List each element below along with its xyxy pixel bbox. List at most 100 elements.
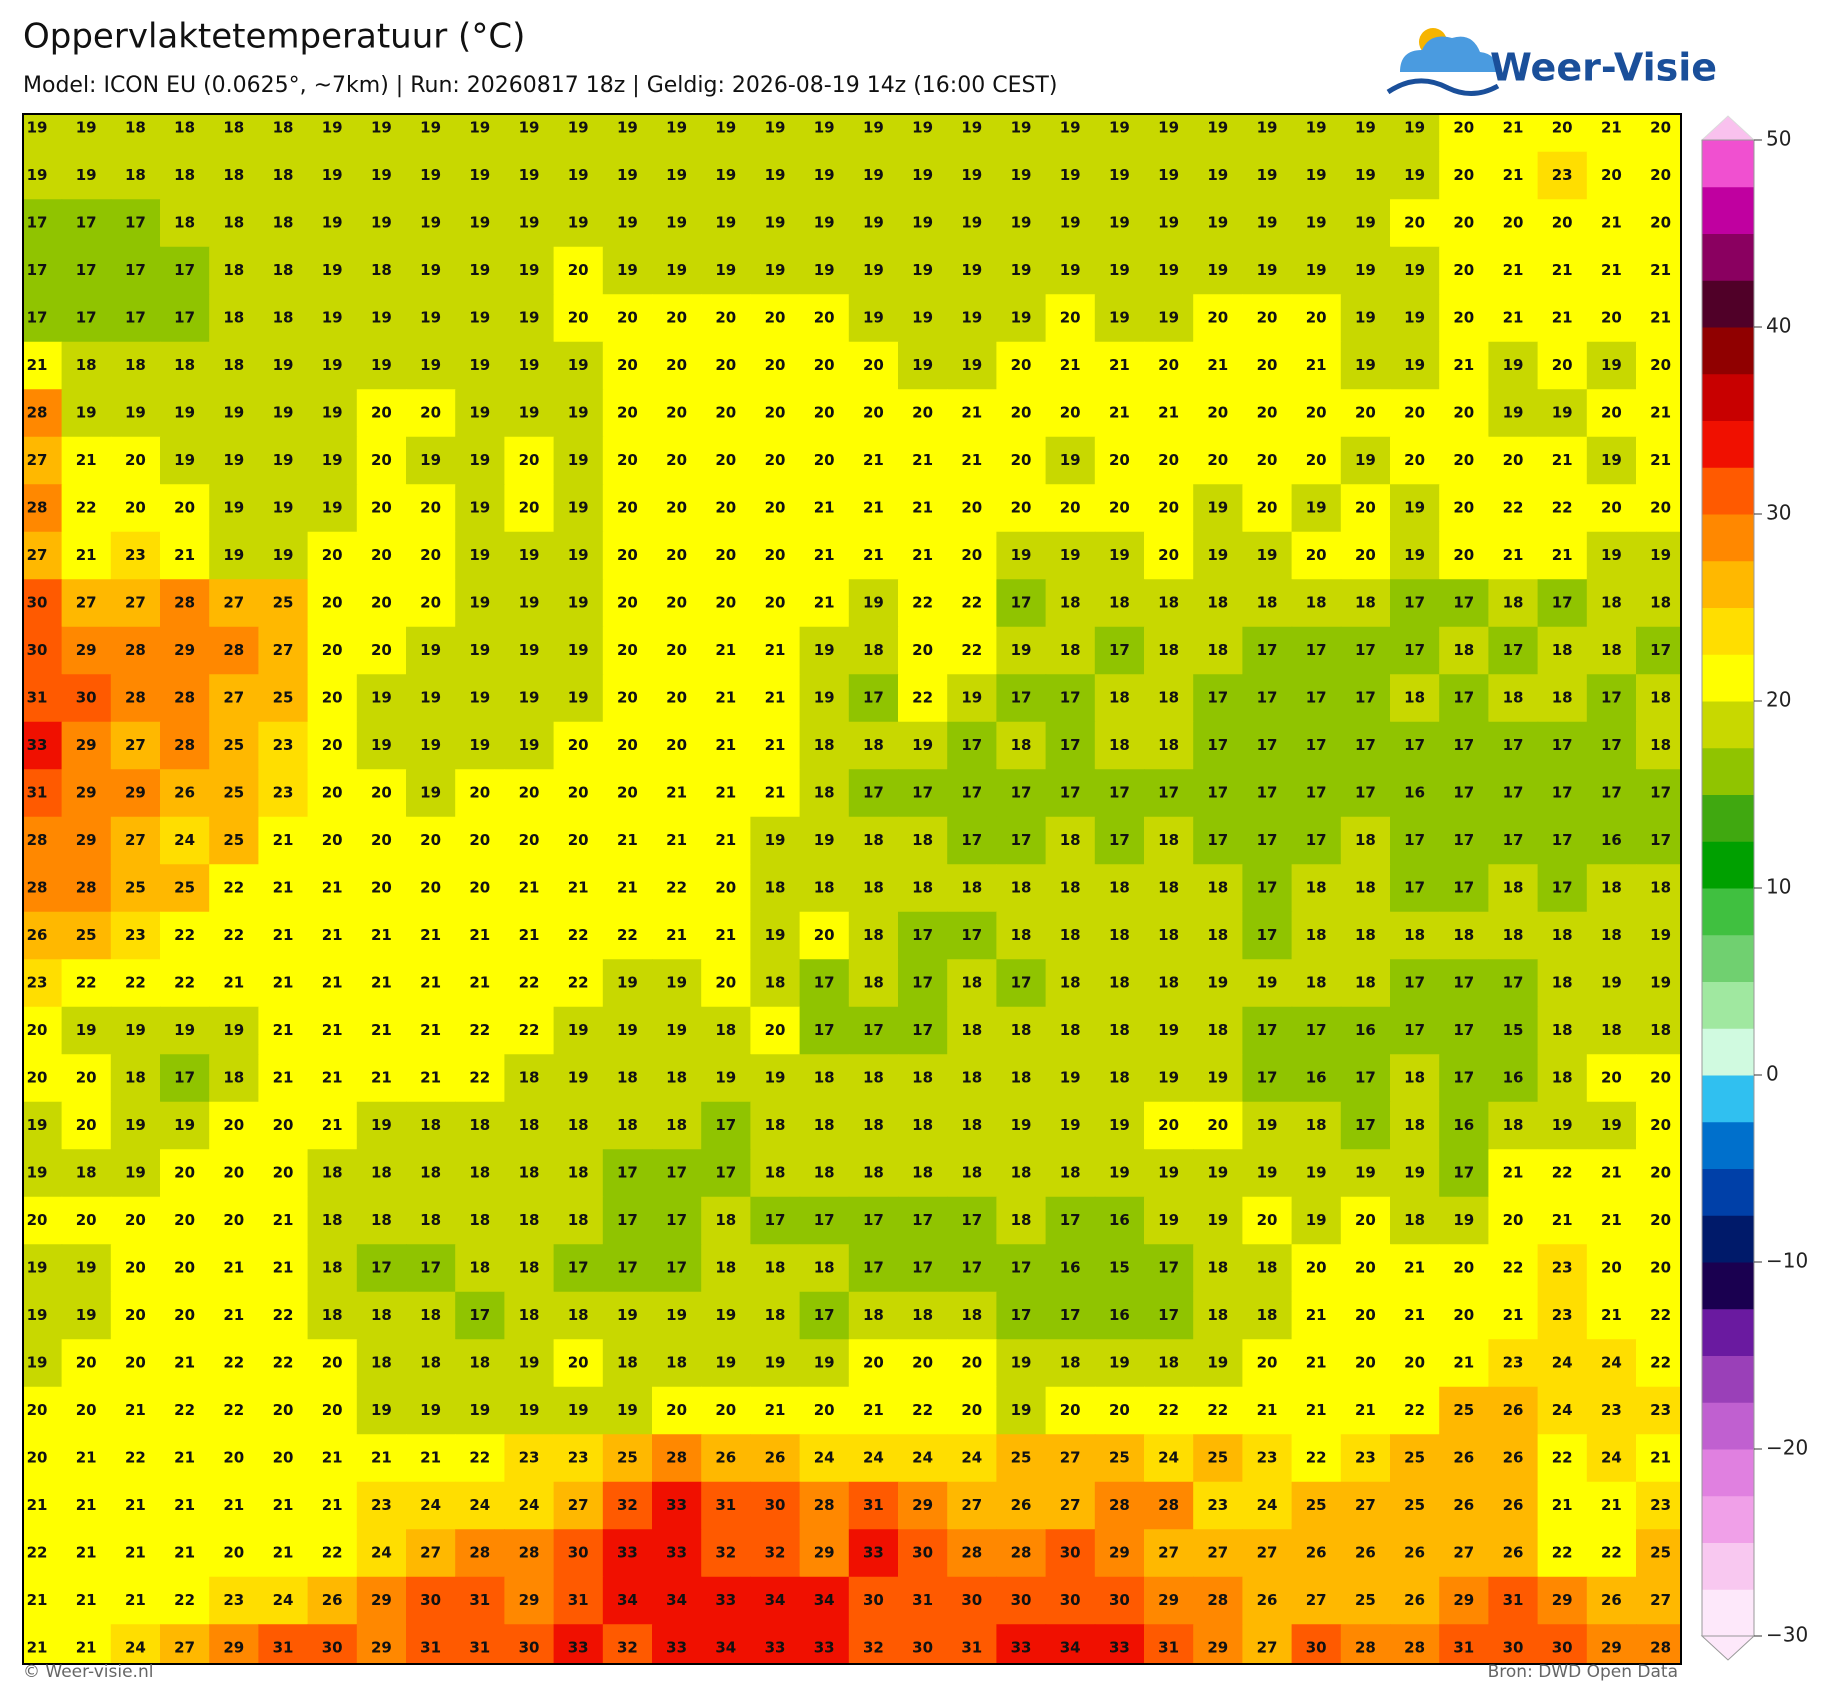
cell <box>406 1244 456 1293</box>
cell <box>849 1672 899 1681</box>
cell <box>504 769 555 818</box>
cell-label: 19 <box>1060 166 1081 184</box>
cell <box>898 911 948 960</box>
cell-label: 19 <box>371 309 392 327</box>
cell-label: 18 <box>125 1069 146 1087</box>
cell-label: 23 <box>1207 1496 1228 1514</box>
cell <box>1488 114 1539 153</box>
cell-label: 21 <box>125 1401 146 1419</box>
cell <box>209 911 259 960</box>
cell <box>23 199 63 248</box>
cell-label: 33 <box>27 736 48 754</box>
cell <box>1242 294 1293 343</box>
cell-label: 18 <box>1650 1021 1671 1039</box>
cell <box>1046 1672 1096 1681</box>
cell <box>455 341 505 390</box>
cell-label: 17 <box>1650 784 1671 802</box>
cell-label: 20 <box>519 451 540 469</box>
cell <box>1144 246 1194 295</box>
cell-label: 17 <box>1355 1116 1376 1134</box>
cell-label: 19 <box>1552 404 1573 422</box>
cell-label: 17 <box>1207 689 1228 707</box>
cell <box>23 436 63 485</box>
cell-label: 18 <box>765 1306 786 1324</box>
cell <box>602 1006 653 1055</box>
cell <box>553 151 604 200</box>
cell-label: 21 <box>1109 356 1130 374</box>
cell-label: 22 <box>469 1021 490 1039</box>
cell <box>1390 151 1440 200</box>
cell <box>307 864 358 913</box>
cell-label: 22 <box>174 974 195 992</box>
cell-label: 22 <box>912 594 933 612</box>
cell-label: 27 <box>125 736 146 754</box>
cell <box>848 721 899 770</box>
cell-label: 17 <box>1011 784 1032 802</box>
cell <box>307 114 358 153</box>
cell-label: 29 <box>223 1639 244 1657</box>
color-segment <box>1702 1402 1754 1450</box>
cell-label: 17 <box>371 1259 392 1277</box>
cell <box>1636 246 1681 295</box>
cell-label: 18 <box>863 974 884 992</box>
cell-label: 19 <box>27 1306 48 1324</box>
cell <box>209 436 259 485</box>
cell-label: 25 <box>223 784 244 802</box>
cell <box>406 816 456 865</box>
cell-label: 29 <box>1453 1591 1474 1609</box>
cell-label: 21 <box>1503 1164 1524 1182</box>
cell-label: 18 <box>863 1164 884 1182</box>
cell <box>1488 341 1539 390</box>
cell <box>110 1006 161 1055</box>
cell-label: 19 <box>617 119 638 137</box>
cell-label: 18 <box>1257 594 1278 612</box>
cell <box>799 246 850 295</box>
cell-label: 20 <box>1650 214 1671 232</box>
cell-label: 20 <box>1060 499 1081 517</box>
cell <box>1193 864 1243 913</box>
cell-label: 17 <box>1060 784 1081 802</box>
cell <box>258 389 309 438</box>
cell <box>61 769 112 818</box>
cell <box>1636 1006 1681 1055</box>
cell-label: 30 <box>1306 1639 1327 1657</box>
cell-label: 20 <box>1355 1306 1376 1324</box>
cell <box>1144 1054 1194 1103</box>
cell-label: 18 <box>322 1306 343 1324</box>
cell-label: 26 <box>1404 1591 1425 1609</box>
cell-label: 17 <box>1355 1069 1376 1087</box>
cell <box>652 959 702 1008</box>
cell-label: 18 <box>912 1306 933 1324</box>
cell-label: 19 <box>1601 356 1622 374</box>
cell <box>652 626 702 675</box>
cell-label: 19 <box>322 451 343 469</box>
cell-label: 20 <box>420 404 441 422</box>
cell-label: 18 <box>961 1116 982 1134</box>
cell-label: 17 <box>1404 879 1425 897</box>
cell-label: 19 <box>469 641 490 659</box>
cell <box>61 626 112 675</box>
cell-label: 18 <box>1158 831 1179 849</box>
cell-label: 20 <box>715 546 736 564</box>
logo-wave <box>1386 78 1500 96</box>
cell <box>848 484 899 533</box>
cell-label: 20 <box>223 1116 244 1134</box>
cell <box>160 1054 210 1103</box>
color-segment <box>1702 327 1754 375</box>
cell <box>996 1054 1047 1103</box>
cell <box>1537 1101 1588 1150</box>
cell <box>1094 1196 1145 1245</box>
cell-label: 18 <box>1503 689 1524 707</box>
cell-label: 19 <box>568 119 589 137</box>
cell <box>1144 769 1194 818</box>
cell-label: 19 <box>1011 546 1032 564</box>
cell-label: 21 <box>76 1591 97 1609</box>
cell-label: 15 <box>1503 1021 1524 1039</box>
cell-label: 21 <box>420 974 441 992</box>
cell-label: 18 <box>1355 831 1376 849</box>
cell-label: 19 <box>1355 119 1376 137</box>
cell-label: 20 <box>1601 1069 1622 1087</box>
cell-label: 20 <box>765 546 786 564</box>
cell-label: 33 <box>765 1639 786 1657</box>
cell <box>1045 1149 1096 1198</box>
